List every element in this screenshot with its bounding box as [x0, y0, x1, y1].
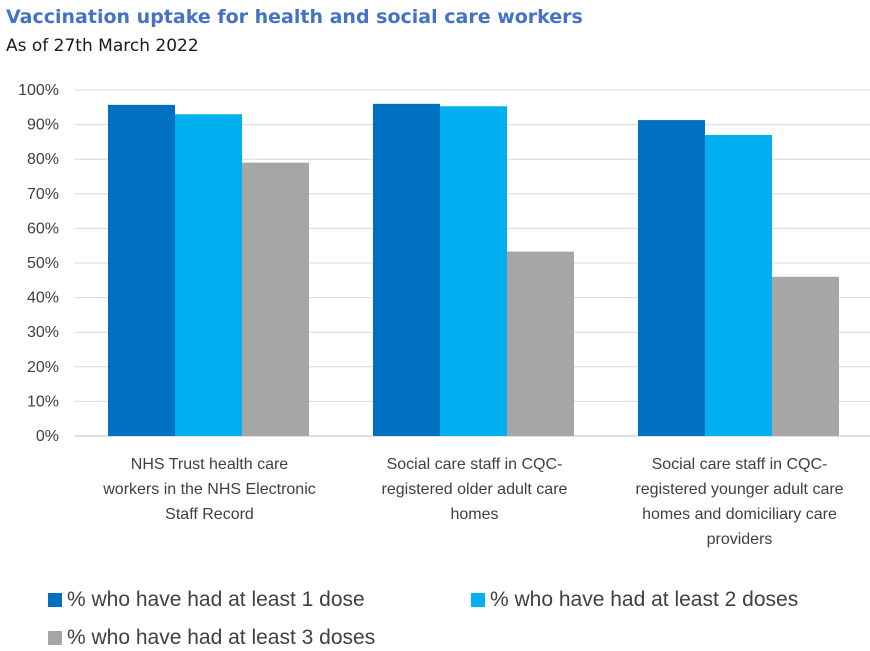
bar-3-cat-2 — [507, 251, 574, 436]
legend-swatch-3-doses — [48, 631, 62, 645]
y-tick-label: 90% — [27, 117, 59, 134]
y-tick-label: 50% — [27, 255, 59, 272]
bar-chart: 0% 10% 20% 30% 40% 50% 60% 70% 80% 90% 100% NHS Tru… — [18, 82, 870, 548]
category-label: workers in the NHS Electronic — [102, 481, 316, 498]
legend-item-1-dose: % who have had at least 1 dose — [48, 588, 365, 612]
category-label: providers — [707, 531, 773, 548]
chart-title: Vaccination uptake for health and social… — [6, 6, 583, 28]
y-tick-label: 10% — [27, 393, 59, 410]
category-label: homes — [450, 506, 498, 523]
y-tick-label: 20% — [27, 359, 59, 376]
bar-1-cat-1 — [108, 104, 175, 437]
category-label: NHS Trust health care — [131, 456, 289, 473]
legend-label-1-dose: % who have had at least 1 dose — [67, 588, 365, 611]
bar-3-cat-3 — [772, 276, 839, 436]
legend-label-2-doses: % who have had at least 2 doses — [490, 588, 799, 611]
bar-2-cat-2 — [440, 106, 507, 437]
category-label: Social care staff in CQC- — [387, 456, 563, 473]
category-label: registered older adult care — [382, 481, 568, 498]
bar-1-cat-3 — [638, 120, 705, 437]
category-label: Staff Record — [165, 506, 254, 523]
y-tick-label: 30% — [27, 324, 59, 341]
bar-2-cat-1 — [175, 114, 242, 436]
y-tick-label: 80% — [27, 151, 59, 168]
legend-swatch-1-dose — [48, 593, 62, 607]
y-tick-label: 40% — [27, 290, 59, 307]
y-tick-label: 70% — [27, 186, 59, 203]
y-tick-label: 100% — [18, 82, 59, 99]
legend-item-2-doses: % who have had at least 2 doses — [471, 588, 798, 612]
legend-item-3-doses: % who have had at least 3 doses — [48, 626, 375, 650]
bar-2-cat-3 — [705, 134, 772, 437]
legend-swatch-2-doses — [471, 593, 485, 607]
category-label: Social care staff in CQC- — [652, 456, 828, 473]
category-label: registered younger adult care — [635, 481, 843, 498]
bar-1-cat-2 — [373, 103, 440, 436]
bar-3-cat-1 — [242, 162, 309, 436]
chart-subtitle: As of 27th March 2022 — [6, 36, 199, 56]
y-tick-label: 0% — [36, 428, 59, 445]
legend-label-3-doses: % who have had at least 3 doses — [67, 626, 376, 649]
category-label: homes and domiciliary care — [642, 506, 837, 523]
y-tick-label: 60% — [27, 220, 59, 237]
